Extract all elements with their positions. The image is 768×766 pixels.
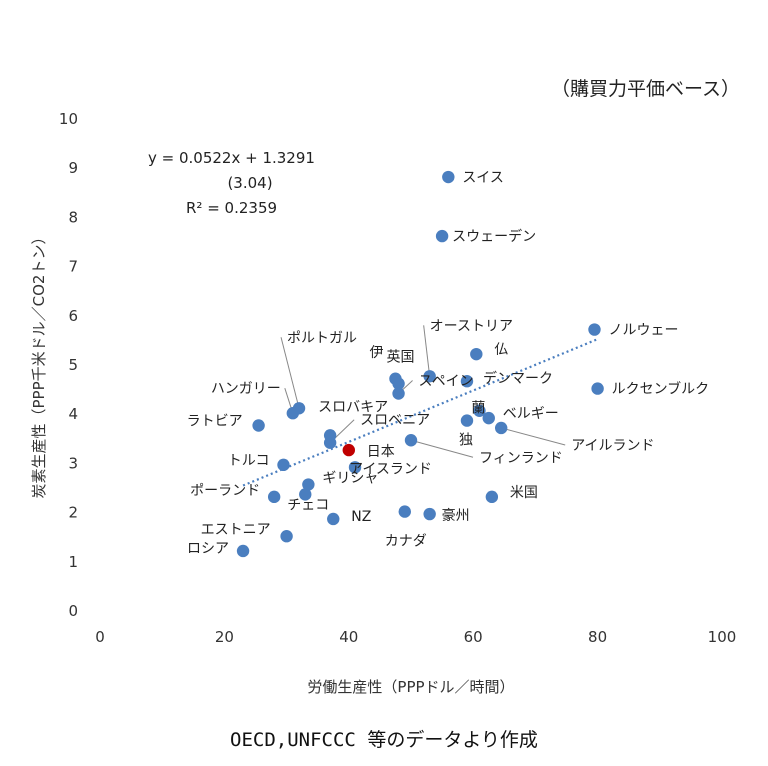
label-connector (423, 325, 431, 377)
data-point (299, 488, 312, 501)
chart-frame: （購買力平価ベース） 0 20 40 60 80 100 0 1 2 3 4 5 6 7 8 9 10 スイスス… (30, 78, 740, 696)
point-label: ギリシャ (322, 471, 378, 487)
data-point (460, 414, 474, 427)
y-tick-label: 4 (68, 405, 78, 423)
data-point (423, 370, 436, 383)
data-point (485, 490, 499, 504)
point-label: スロベニア (360, 413, 430, 429)
point-label: デンマーク (483, 370, 553, 387)
data-points (236, 170, 604, 558)
data-point (442, 170, 455, 184)
data-point (398, 505, 411, 518)
scatter-chart: 0 20 40 60 80 100 0 1 2 3 4 5 6 7 8 9 10 スイススウェーデンノルウェール… (30, 110, 736, 696)
point-label: スイス (462, 170, 504, 186)
label-connector (280, 337, 300, 409)
data-point (267, 490, 281, 504)
point-label: ベルギー (503, 406, 559, 422)
source-caption: OECD,UNFCCC 等のデータより作成 (230, 729, 538, 751)
data-point (392, 387, 405, 400)
x-tick-label: 40 (339, 628, 358, 646)
point-label: オーストリア (430, 318, 513, 334)
point-label: エストニア (201, 522, 271, 538)
label-connector (501, 427, 566, 446)
trendline-layer (242, 338, 599, 487)
y-tick-label: 3 (68, 454, 78, 472)
chart-subtitle: （購買力平価ベース） (550, 78, 740, 100)
x-axis-title: 労働生産性（PPPドル／時間） (307, 678, 514, 696)
data-point (591, 382, 604, 395)
point-label: スペイン (419, 374, 474, 390)
data-point (423, 507, 436, 521)
data-point (435, 229, 449, 243)
data-point (236, 544, 250, 558)
data-point (460, 375, 474, 388)
equation-line: R² = 0.2359 (186, 199, 277, 217)
x-tick-label: 80 (588, 628, 607, 646)
regression-equation: y = 0.0522x + 1.3291 (3.04) R² = 0.2359 (148, 149, 315, 217)
point-label: 英国 (387, 349, 415, 366)
data-point (280, 530, 293, 543)
point-label: フィンランド (479, 450, 563, 466)
point-label: 独 (459, 433, 473, 449)
data-point (302, 478, 315, 491)
point-label: 米国 (510, 485, 538, 501)
point-label: 日本 (367, 444, 395, 460)
point-label: ルクセンブルク (612, 381, 710, 398)
point-label: スロバキア (318, 399, 388, 415)
data-point (286, 407, 300, 420)
x-tick-label: 100 (708, 628, 737, 646)
point-label: カナダ (385, 534, 427, 550)
data-point (473, 404, 486, 417)
y-axis-title: 炭素生産性（PPP千米ドル／CO2トン） (30, 230, 48, 499)
point-label: ラトビア (187, 414, 243, 430)
data-point (494, 421, 508, 435)
y-tick-label: 5 (68, 356, 78, 374)
point-label: スウェーデン (452, 228, 536, 245)
data-point (323, 436, 337, 449)
axis-ticks: 0 20 40 60 80 100 0 1 2 3 4 5 6 7 8 9 10 (59, 110, 736, 646)
label-connector (410, 439, 474, 458)
y-tick-label: 1 (68, 553, 78, 571)
y-tick-label: 0 (68, 602, 78, 620)
trendline (242, 338, 599, 487)
point-label: 仏 (494, 342, 508, 358)
y-tick-label: 2 (68, 504, 78, 522)
data-point (470, 347, 483, 361)
point-label: ポルトガル (287, 330, 357, 346)
point-label: ポーランド (190, 483, 260, 499)
point-label: 蘭 (471, 401, 485, 417)
data-point (348, 461, 362, 474)
y-tick-label: 6 (68, 307, 78, 325)
equation-line: y = 0.0522x + 1.3291 (148, 149, 315, 167)
data-point (404, 434, 418, 447)
point-label: 伊 (369, 345, 383, 361)
y-tick-label: 8 (68, 208, 78, 226)
y-tick-label: 10 (59, 110, 78, 128)
data-point (588, 323, 601, 336)
point-label: ロシア (187, 541, 229, 557)
x-tick-label: 20 (215, 628, 234, 646)
equation-line: (3.04) (227, 174, 272, 192)
x-tick-label: 60 (464, 628, 483, 646)
point-label: チェコ (287, 497, 329, 513)
data-point (327, 512, 340, 526)
point-label: ハンガリー (211, 381, 281, 397)
data-point (342, 443, 355, 457)
point-label: ノルウェー (608, 323, 678, 339)
point-label: アイスランド (349, 461, 432, 477)
point-label: 豪州 (442, 508, 470, 524)
point-label: トルコ (228, 453, 270, 469)
y-tick-label: 7 (68, 258, 78, 276)
data-point (252, 419, 265, 432)
point-label: NZ (351, 509, 371, 525)
x-tick-label: 0 (95, 628, 105, 646)
data-point (389, 372, 402, 385)
y-tick-label: 9 (68, 159, 78, 177)
data-point (277, 458, 290, 472)
data-point (482, 411, 495, 425)
point-label: アイルランド (571, 438, 654, 454)
